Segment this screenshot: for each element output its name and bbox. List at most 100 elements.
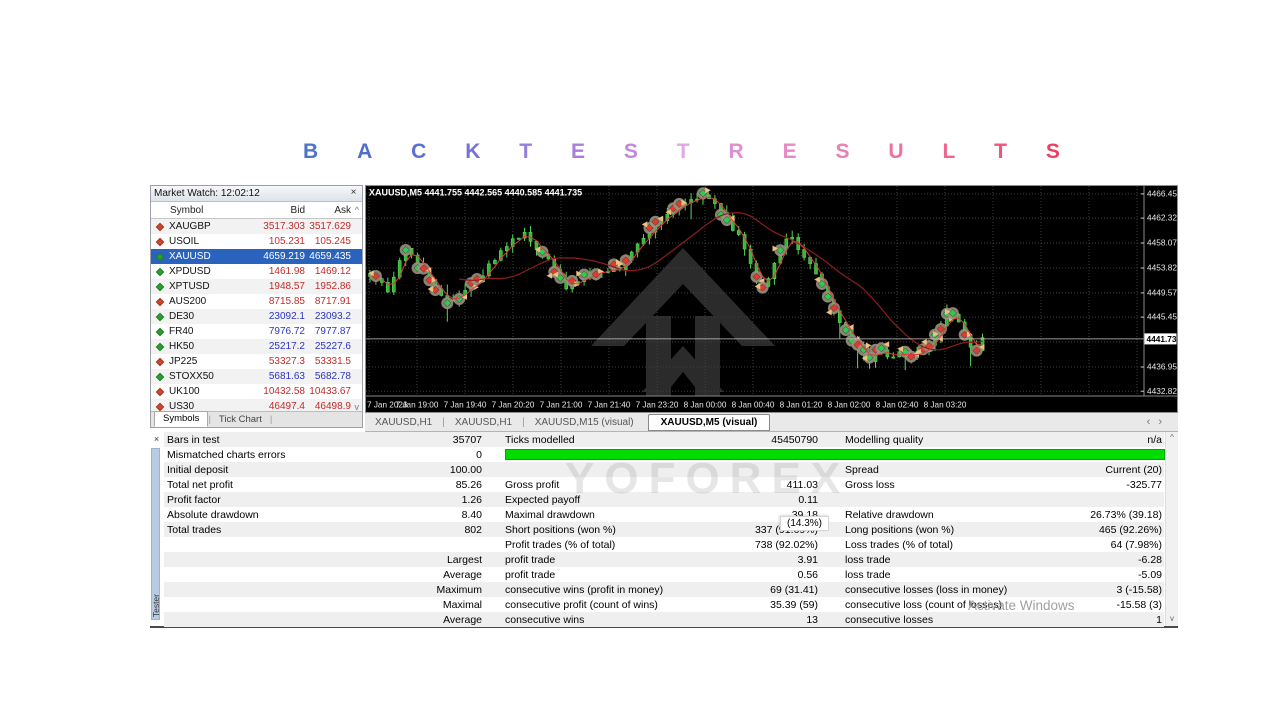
result-value: 3.91 [797, 553, 818, 566]
results-row: Largest profit trade 3.91 loss trade -6.28 [164, 552, 1164, 567]
result-value: 465 (92.26%) [1098, 523, 1162, 536]
price-chart[interactable]: 4466.450 4462.325 4458.075 4453.825 4449.575… [365, 185, 1178, 413]
chart-tab[interactable]: XAUUSD,M15 (visual) [534, 416, 634, 428]
chart-tab[interactable]: XAUUSD,H1 [454, 416, 513, 428]
market-watch-row[interactable]: DE30 23092.1 23093.2 [151, 309, 362, 324]
column-ask[interactable]: Ask [334, 204, 351, 216]
scroll-up-icon[interactable]: ^ [354, 205, 359, 215]
market-watch-tab-symbols[interactable]: Symbols [154, 411, 209, 427]
tester-results-panel: × Tester Bars in test 35707 Ticks modelled… [150, 432, 1178, 628]
chart-tab[interactable]: XAUUSD,H1 [375, 416, 433, 428]
market-watch-row[interactable]: UK100 10432.58 10433.67 [151, 384, 362, 399]
market-watch-row[interactable]: XPTUSD 1948.57 1952.86 [151, 279, 362, 294]
bid-price: 5681.63 [268, 371, 305, 382]
tab-separator: | [442, 416, 445, 428]
result-value: 35707 [452, 433, 482, 446]
market-watch-tab-bar: Symbols | Tick Chart | [151, 411, 362, 427]
tab-separator: | [269, 414, 273, 425]
result-label: consecutive wins (profit in money) [505, 583, 664, 596]
market-watch-row[interactable]: US30 46497.4 46498.9 v [151, 399, 362, 414]
symbol-name: JP225 [169, 356, 198, 367]
symbol-name: USOIL [169, 236, 200, 247]
title-letter: T [676, 140, 690, 163]
result-label: Mismatched charts errors [167, 448, 286, 461]
market-watch-row[interactable]: STOXX50 5681.63 5682.78 [151, 369, 362, 384]
tester-strip[interactable]: Tester [151, 448, 161, 620]
symbol-name: XAUGBP [169, 221, 211, 232]
result-value: 64 (7.98%) [1110, 538, 1162, 551]
scroll-up-icon[interactable]: ^ [1170, 433, 1174, 442]
results-row: Absolute drawdown 8.40 Maximal drawdown 39.… [164, 507, 1164, 522]
bid-price: 25217.2 [268, 341, 305, 352]
ma-fast-line [381, 197, 983, 356]
ask-price: 5682.78 [314, 371, 351, 382]
result-label: consecutive wins [505, 613, 585, 626]
market-watch-header: Symbol Bid Ask ^ [151, 202, 362, 219]
title-letter: B [303, 140, 319, 163]
result-label: Expected payoff [505, 493, 581, 506]
tab-scroll-left-icon[interactable]: ‹ [1146, 416, 1159, 428]
result-label: Long positions (won %) [845, 523, 955, 536]
svg-text:8 Jan 02:00: 8 Jan 02:00 [828, 401, 871, 410]
result-label: profit trade [505, 553, 556, 566]
market-watch-title: Market Watch: 12:02:12 [154, 188, 260, 199]
result-value: 1.26 [461, 493, 482, 506]
chart-tab[interactable]: XAUUSD,M5 (visual) [647, 413, 771, 431]
ask-price: 53331.5 [314, 356, 351, 367]
symbol-name: US30 [169, 401, 195, 412]
ask-price: 25227.6 [314, 341, 351, 352]
column-bid[interactable]: Bid [290, 204, 305, 216]
symbol-name: DE30 [169, 311, 195, 322]
market-watch-row[interactable]: FR40 7976.72 7977.87 [151, 324, 362, 339]
market-watch-row[interactable]: HK50 25217.2 25227.6 [151, 339, 362, 354]
svg-text:4441.735: 4441.735 [1147, 334, 1178, 344]
symbol-name: XPTUSD [169, 281, 210, 292]
result-label: Short positions (won %) [505, 523, 616, 536]
tab-separator: | [522, 416, 525, 428]
title-letter: T [994, 140, 1007, 163]
column-symbol[interactable]: Symbol [170, 204, 204, 216]
market-watch-row[interactable]: JP225 53327.3 53331.5 [151, 354, 362, 369]
symbol-name: HK50 [169, 341, 195, 352]
result-value: -5.09 [1138, 568, 1162, 581]
ask-price: 4659.435 [309, 251, 351, 262]
trend-down-icon [151, 297, 169, 306]
result-label: Maximal drawdown [505, 508, 595, 521]
svg-text:7 Jan 21:40: 7 Jan 21:40 [588, 401, 631, 410]
results-scrollbar[interactable]: ^ v [1165, 432, 1178, 626]
market-watch-row[interactable]: USOIL 105.231 105.245 [151, 234, 362, 249]
results-row: Profit trades (% of total) 738 (92.02%) Lo… [164, 537, 1164, 552]
market-watch-titlebar[interactable]: Market Watch: 12:02:12 × [151, 186, 362, 202]
symbol-name: STOXX50 [169, 371, 214, 382]
trade-markers [368, 187, 985, 364]
bid-price: 105.231 [268, 236, 305, 247]
tab-scroll-right-icon[interactable]: › [1158, 416, 1170, 428]
market-watch-row[interactable]: XAUUSD 4659.219 4659.435 [151, 249, 362, 264]
svg-text:8 Jan 01:20: 8 Jan 01:20 [780, 401, 823, 410]
results-row: Total trades 802 Short positions (won %) 33… [164, 522, 1164, 537]
symbol-name: AUS200 [169, 296, 207, 307]
scroll-down-icon[interactable]: v [1170, 614, 1174, 623]
result-value: Current (20) [1105, 463, 1162, 476]
svg-text:7 Jan 2026: 7 Jan 2026 [367, 401, 408, 410]
result-label: Gross loss [845, 478, 895, 491]
result-label: Relative drawdown [845, 508, 934, 521]
results-row: Bars in test 35707 Ticks modelled 45450790 M… [164, 432, 1164, 447]
close-icon[interactable]: × [153, 434, 160, 444]
market-watch-row[interactable]: AUS200 8715.85 8717.91 [151, 294, 362, 309]
ask-price: 1469.12 [314, 266, 351, 277]
close-icon[interactable]: × [350, 187, 357, 198]
market-watch-row[interactable]: XPDUSD 1461.98 1469.12 [151, 264, 362, 279]
svg-text:7 Jan 20:20: 7 Jan 20:20 [492, 401, 535, 410]
market-watch-tab-tick-chart[interactable]: Tick Chart [218, 414, 262, 425]
result-value: 0.56 [797, 568, 818, 581]
results-row: Maximal consecutive profit (count of wins… [164, 597, 1164, 612]
scroll-down-icon[interactable]: v [354, 401, 360, 412]
ask-price: 23093.2 [314, 311, 351, 322]
symbol-name: XPDUSD [169, 266, 211, 277]
ask-price: 105.245 [314, 236, 351, 247]
result-value: Largest [446, 553, 482, 566]
market-watch-row[interactable]: XAUGBP 3517.303 3517.629 [151, 219, 362, 234]
result-value: 411.03 [786, 478, 818, 491]
